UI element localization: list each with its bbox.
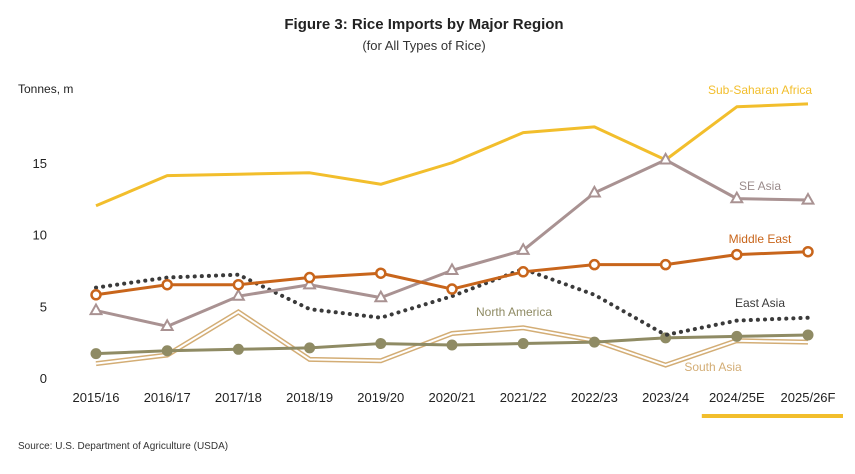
chart-title: Figure 3: Rice Imports by Major Region <box>284 16 563 33</box>
series-south-asia <box>95 309 809 368</box>
data-point <box>446 283 458 295</box>
data-point <box>375 267 387 279</box>
x-tick-label: 2017/18 <box>215 390 262 405</box>
data-point <box>731 248 743 261</box>
x-tick-label: 2022/23 <box>571 390 618 405</box>
x-tick-label: 2019/20 <box>357 390 404 405</box>
series-label-sub-saharan-africa: Sub-Saharan Africa <box>708 83 812 97</box>
data-point <box>160 318 175 331</box>
data-point <box>161 278 173 291</box>
data-point <box>658 151 673 165</box>
series-label-se-asia: SE Asia <box>739 179 781 193</box>
series-label-south-asia: South Asia <box>684 360 742 374</box>
data-point <box>588 336 600 348</box>
data-point <box>517 338 529 350</box>
data-point <box>800 192 816 205</box>
data-point <box>304 342 316 354</box>
x-tick-label: 2015/16 <box>73 390 120 405</box>
data-point <box>588 258 601 271</box>
data-point <box>302 276 317 290</box>
x-tick-label: 2016/17 <box>144 390 191 405</box>
data-point <box>88 302 104 316</box>
y-tick-label: 15 <box>33 156 47 171</box>
y-tick-label: 0 <box>40 371 47 386</box>
forecast-highlight-bar <box>701 414 843 418</box>
source-note: Source: U.S. Department of Agriculture (… <box>18 441 228 452</box>
data-point <box>444 262 460 275</box>
x-tick-label: 2023/24 <box>642 390 689 405</box>
x-tick-label: 2024/25E <box>709 390 765 405</box>
data-point <box>90 348 102 360</box>
data-point <box>517 266 529 278</box>
data-point <box>303 271 316 284</box>
data-point <box>375 338 387 350</box>
y-tick-label: 10 <box>33 228 47 243</box>
series-line <box>94 266 810 338</box>
data-point <box>731 330 743 342</box>
series-line <box>95 102 809 208</box>
data-point <box>587 184 602 198</box>
x-tick-label: 2020/21 <box>429 390 476 405</box>
data-point <box>446 339 458 351</box>
x-tick-label: 2018/19 <box>286 390 333 405</box>
series-line-inner <box>95 310 809 367</box>
series-sub-saharan-africa <box>95 102 809 208</box>
data-point <box>516 242 531 255</box>
data-point <box>231 288 246 301</box>
series-label-middle-east: Middle East <box>729 232 792 246</box>
data-point <box>729 190 744 204</box>
data-point <box>802 329 814 341</box>
series-label-north-america: North America <box>476 305 552 319</box>
data-point <box>802 245 814 258</box>
data-point <box>373 289 388 303</box>
data-point <box>161 345 173 357</box>
data-point <box>90 289 102 301</box>
series-middle-east <box>90 245 814 301</box>
x-tick-label: 2025/26F <box>781 390 836 405</box>
series-se-asia <box>88 151 816 331</box>
series-line <box>95 158 809 328</box>
series-north-america <box>90 329 814 360</box>
y-tick-label: 5 <box>40 299 47 314</box>
data-point <box>659 258 672 271</box>
x-tick-label: 2021/22 <box>500 390 547 405</box>
data-point <box>232 278 245 291</box>
series-label-east-asia: East Asia <box>735 296 785 310</box>
chart-subtitle: (for All Types of Rice) <box>362 38 485 53</box>
series-east-asia <box>94 266 810 338</box>
y-axis-label: Tonnes, m <box>18 82 73 96</box>
data-point <box>232 343 244 355</box>
